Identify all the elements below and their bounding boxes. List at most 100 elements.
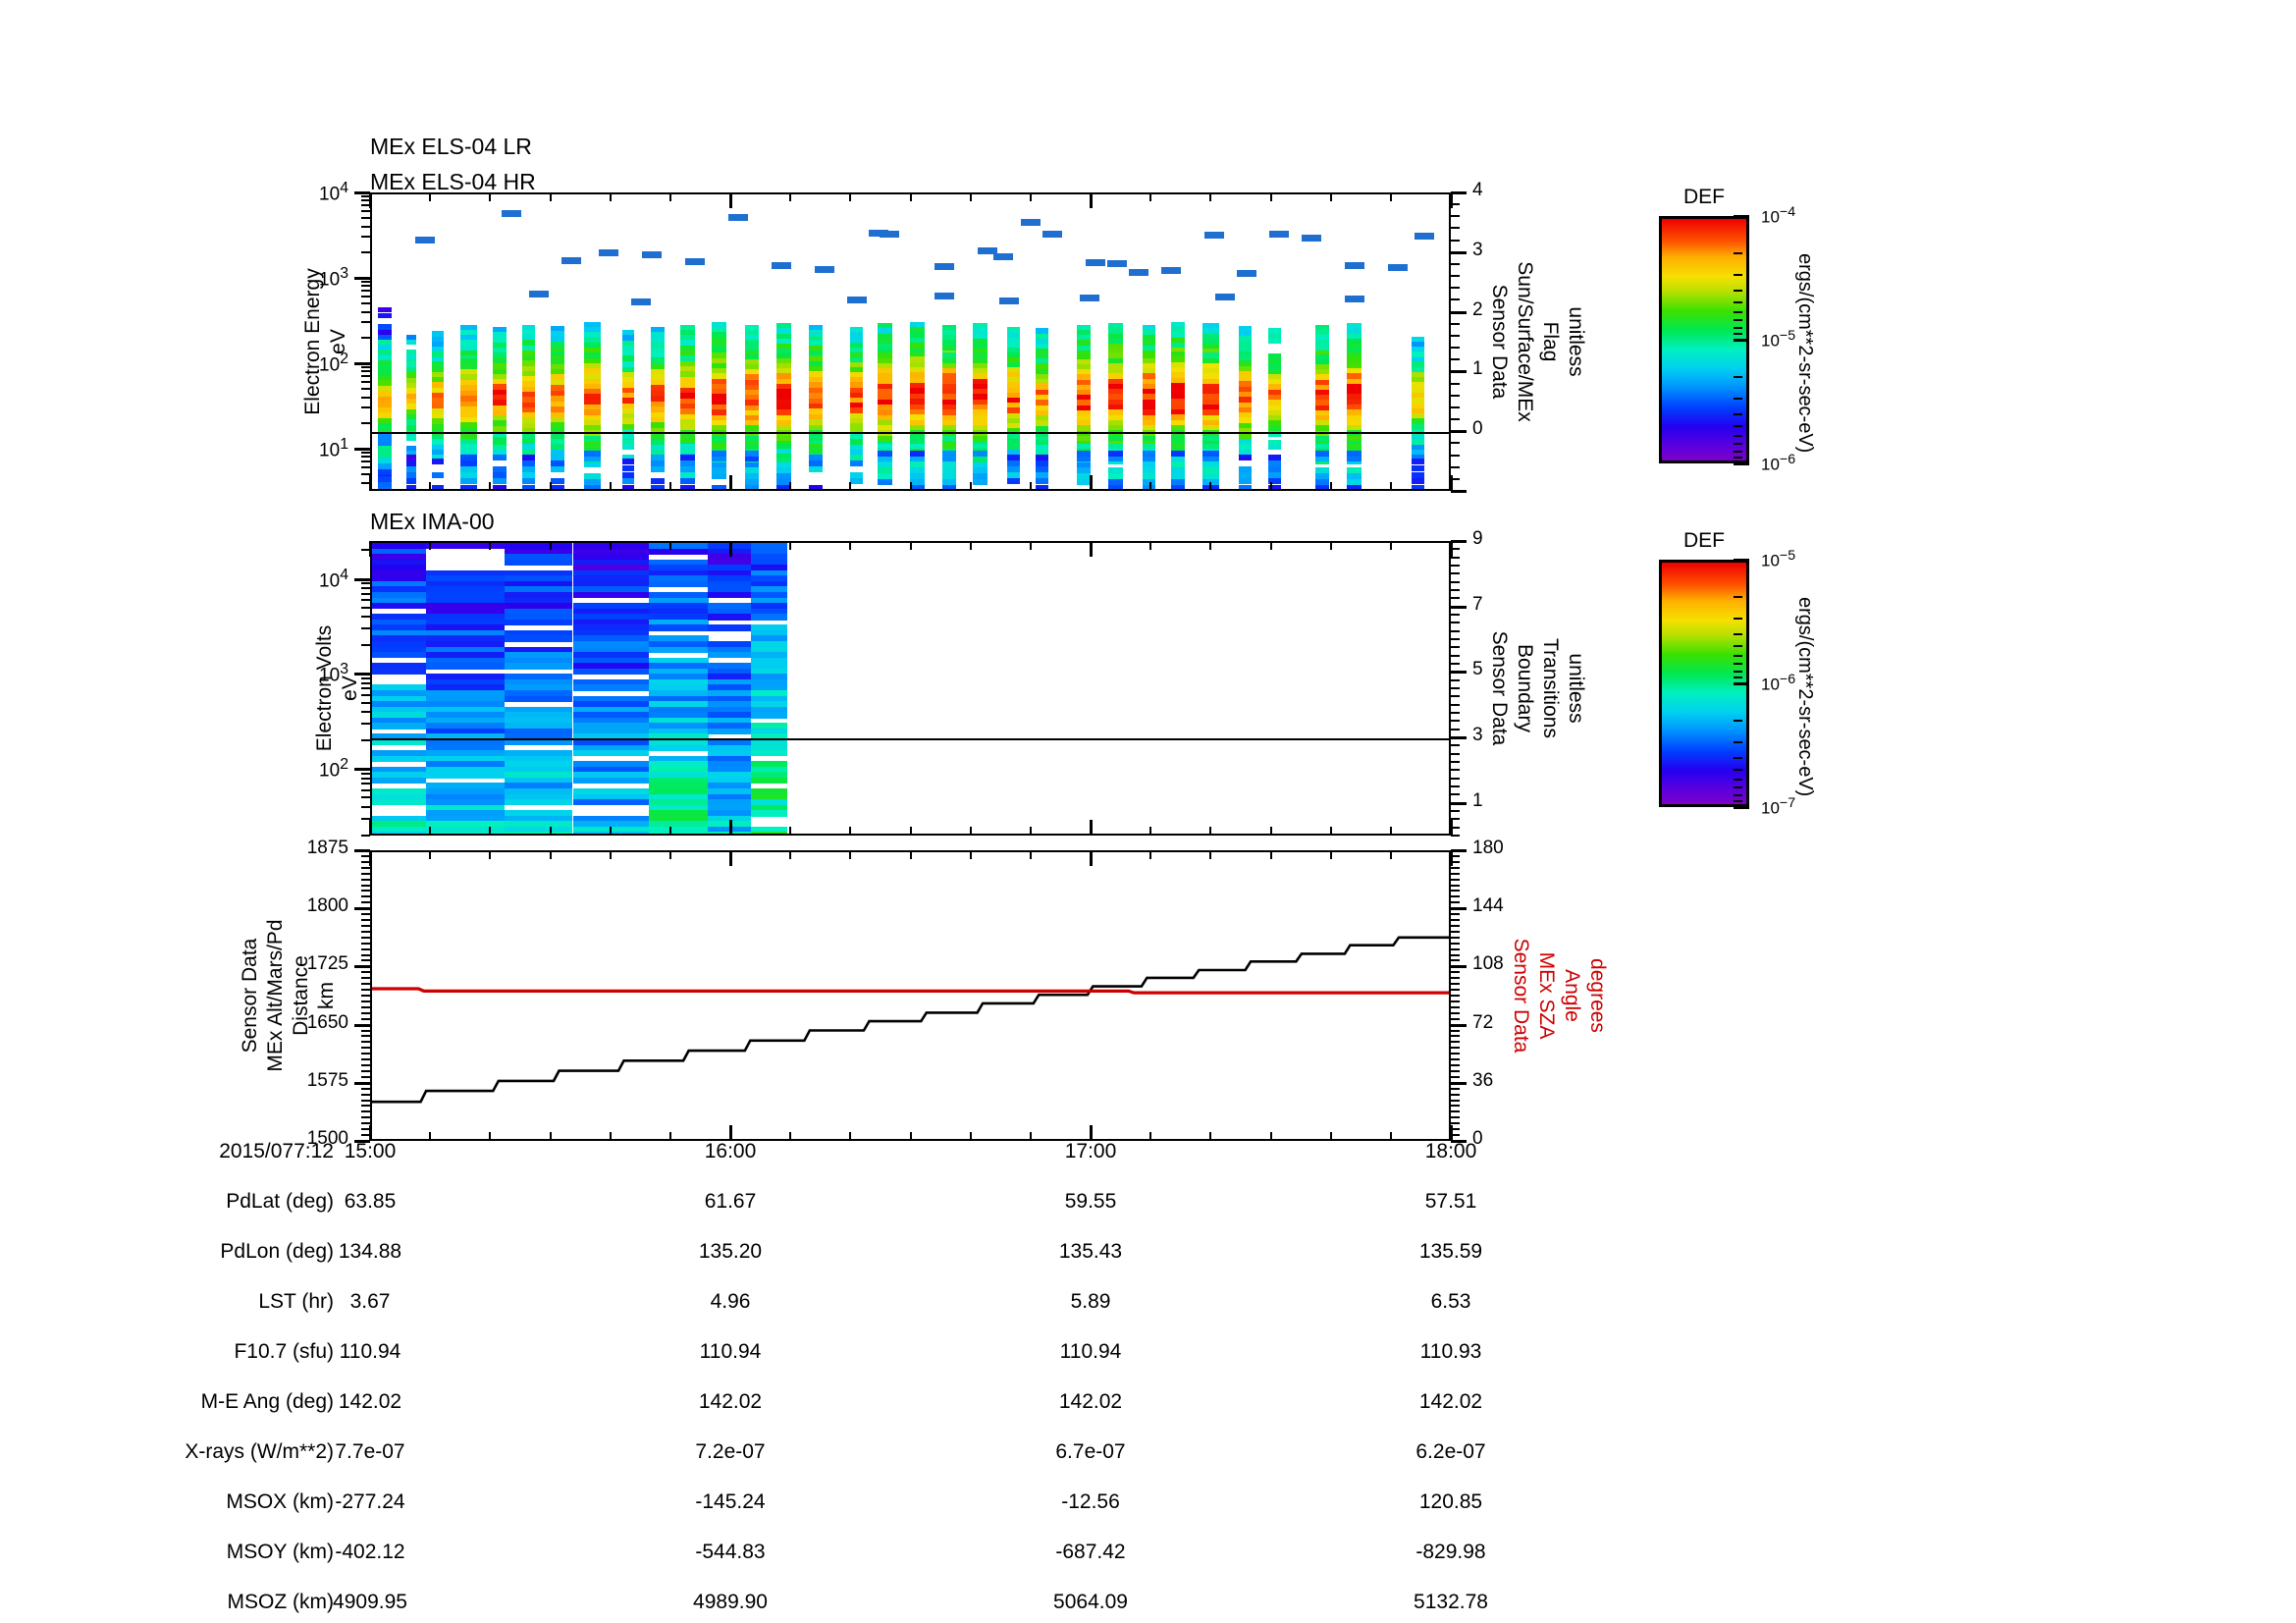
- spectrogram-cell: [708, 580, 751, 588]
- spectrogram-cell: [680, 404, 695, 409]
- spectrogram-cell: [1412, 347, 1424, 352]
- spectrogram-cell: [712, 383, 726, 390]
- tick-mark: [789, 1132, 791, 1141]
- spectrogram-cell: [460, 411, 477, 418]
- tick-mark: [970, 850, 972, 859]
- spectrogram-cell: [378, 312, 392, 318]
- spectrogram-cell: [651, 478, 665, 485]
- colorbar-tick: [1734, 457, 1742, 460]
- tick-mark: [1451, 1094, 1460, 1096]
- spectrogram-cell: [1239, 484, 1252, 489]
- colorbar-tick: [1734, 311, 1742, 314]
- tick-mark: [361, 890, 370, 892]
- panel1-plot-frame[interactable]: [370, 192, 1451, 491]
- spectrogram-cell: [850, 356, 863, 363]
- spectrogram-cell: [493, 425, 507, 432]
- spectrogram-dash: [1269, 230, 1289, 238]
- spectrogram-cell: [493, 363, 507, 370]
- spectrogram-cell: [878, 389, 892, 396]
- spectrogram-cell: [493, 434, 507, 441]
- spectrogram-dash: [815, 265, 834, 273]
- tick-mark: [361, 321, 370, 323]
- tick-label: 1800: [306, 895, 348, 917]
- spectrogram-cell: [1171, 332, 1185, 339]
- spectrogram-cell: [460, 390, 477, 397]
- spectrogram-cell: [522, 417, 535, 424]
- spectrogram-cell: [942, 456, 956, 462]
- spectrogram-cell: [1347, 419, 1362, 426]
- spectrogram-cell: [460, 427, 477, 434]
- spectrogram-cell: [505, 766, 572, 774]
- tick-mark: [361, 989, 370, 991]
- spectrogram-cell: [910, 456, 925, 462]
- spectrogram-cell: [622, 423, 634, 430]
- tick-mark: [1149, 482, 1151, 491]
- spectrogram-cell: [1239, 472, 1252, 479]
- spectrogram-cell: [651, 358, 665, 365]
- spectrogram-cell: [751, 777, 787, 784]
- spectrogram-cell: [1239, 478, 1252, 485]
- spectrogram-cell: [573, 663, 649, 670]
- tick-mark: [361, 783, 370, 784]
- spectrogram-cell: [426, 793, 505, 800]
- spectrogram-cell: [584, 443, 601, 450]
- spectrogram-cell: [426, 712, 505, 719]
- spectrogram-cell: [649, 739, 709, 746]
- tick-mark: [1451, 704, 1460, 706]
- tick-mark: [1090, 475, 1093, 491]
- spectrogram-cell: [680, 478, 695, 485]
- tick-mark: [1451, 793, 1460, 795]
- spectrogram-dash: [728, 213, 748, 221]
- tick-mark: [610, 850, 612, 859]
- spectrogram-cell: [809, 408, 823, 415]
- tick-mark: [1451, 557, 1460, 559]
- spectrogram-cell: [573, 744, 649, 751]
- panel2-plot-frame[interactable]: [370, 541, 1451, 836]
- spectrogram-cell: [573, 592, 649, 599]
- spectrogram-cell: [1202, 394, 1219, 401]
- tick-mark: [1451, 1105, 1460, 1107]
- spectrogram-cell: [1268, 368, 1281, 375]
- tick-mark: [361, 281, 370, 283]
- spectrogram-cell: [649, 821, 709, 828]
- spectrogram-cell: [551, 325, 564, 332]
- spectrogram-dash: [631, 298, 651, 305]
- tick-mark: [729, 192, 732, 208]
- tick-mark: [361, 251, 370, 253]
- spectrogram-cell: [584, 451, 601, 457]
- spectrogram-cell: [910, 332, 925, 339]
- spectrogram-cell: [505, 554, 572, 561]
- spectrogram-cell: [406, 339, 416, 346]
- spectrogram-cell: [751, 569, 787, 577]
- spectrogram-cell: [522, 376, 535, 382]
- spectrogram-dash: [1215, 293, 1235, 300]
- tick-mark: [361, 456, 370, 458]
- tick-mark: [361, 199, 370, 201]
- spectrogram-cell: [1315, 345, 1329, 352]
- spectrogram-dash: [1021, 218, 1041, 226]
- spectrogram-cell: [522, 351, 535, 356]
- spectrogram-cell: [1239, 402, 1252, 408]
- spectrogram-cell: [1143, 329, 1155, 336]
- tick-mark: [361, 873, 370, 875]
- table-cell: 17:00: [1064, 1140, 1117, 1163]
- spectrogram-cell: [1412, 371, 1424, 378]
- spectrogram-cell: [910, 393, 925, 400]
- spectrogram-cell: [378, 481, 392, 488]
- spectrogram-cell: [809, 404, 823, 409]
- spectrogram-cell: [1036, 415, 1048, 421]
- panel3-plot-frame[interactable]: [370, 850, 1451, 1141]
- spectrogram-cell: [708, 804, 751, 812]
- spectrogram-cell: [1268, 363, 1281, 370]
- spectrogram-cell: [522, 329, 535, 336]
- spectrogram-cell: [651, 422, 665, 429]
- spectrogram-cell: [708, 575, 751, 582]
- table-cell: 15:00: [344, 1140, 397, 1163]
- table-row-label: MSOX (km): [226, 1490, 334, 1513]
- spectrogram-cell: [1108, 444, 1123, 450]
- spectrogram-cell: [910, 399, 925, 405]
- spectrogram-cell: [493, 358, 507, 364]
- spectrogram-cell: [809, 484, 823, 489]
- tick-mark: [1451, 802, 1467, 805]
- spectrogram-cell: [973, 389, 988, 396]
